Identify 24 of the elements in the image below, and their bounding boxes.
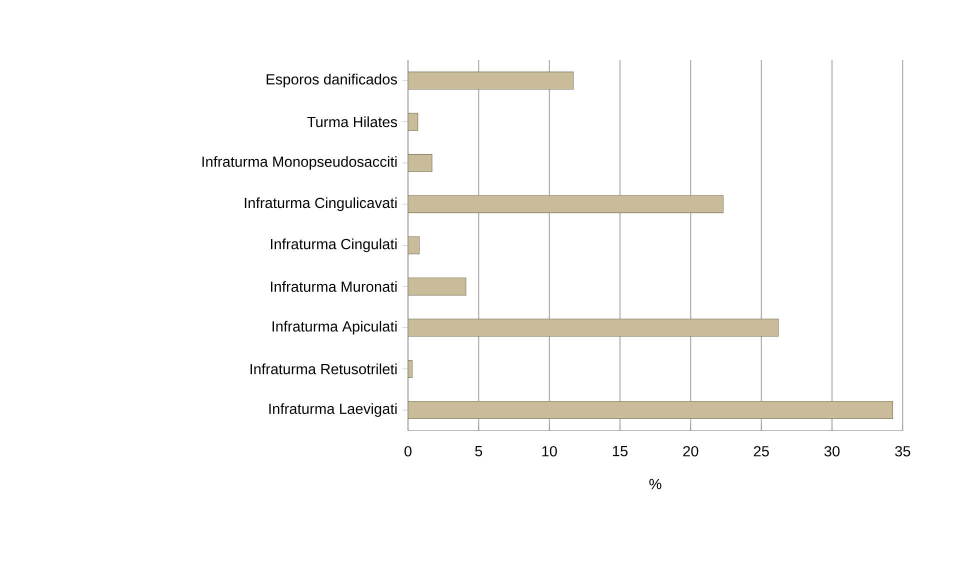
- bar: [408, 278, 466, 296]
- bar: [408, 195, 724, 214]
- bar: [408, 154, 432, 172]
- x-tick-label: 25: [754, 446, 769, 456]
- y-tick-label: Infraturma Apiculati: [272, 320, 397, 335]
- bar: [408, 72, 574, 90]
- x-tick-label: 15: [612, 446, 628, 456]
- x-tick-label: 20: [683, 446, 698, 456]
- y-tick-label: Turma Hilates: [307, 116, 398, 128]
- x-tick-label: 35: [895, 446, 910, 456]
- x-tick-label: 30: [824, 446, 840, 456]
- x-axis-title: %: [649, 478, 662, 490]
- y-tick-label: Infraturma Retusotrileti: [250, 364, 397, 374]
- y-tick-label: Infraturma Cingulati: [270, 238, 397, 252]
- x-tick-label: 0: [404, 446, 412, 456]
- x-tick-label: 5: [475, 446, 482, 456]
- x-tick-label: 10: [542, 446, 557, 456]
- y-tick-label: Infraturma Muronati: [270, 281, 397, 292]
- y-tick-label: Infraturma Monopseudosacciti: [202, 156, 397, 170]
- bar: [408, 318, 779, 337]
- y-tick-label: Esporos danificados: [266, 74, 398, 88]
- y-tick-label: Infraturma Cingulicavati: [244, 197, 397, 211]
- y-tick-label: Infraturma Laevigati: [269, 403, 397, 417]
- bar: [408, 401, 894, 420]
